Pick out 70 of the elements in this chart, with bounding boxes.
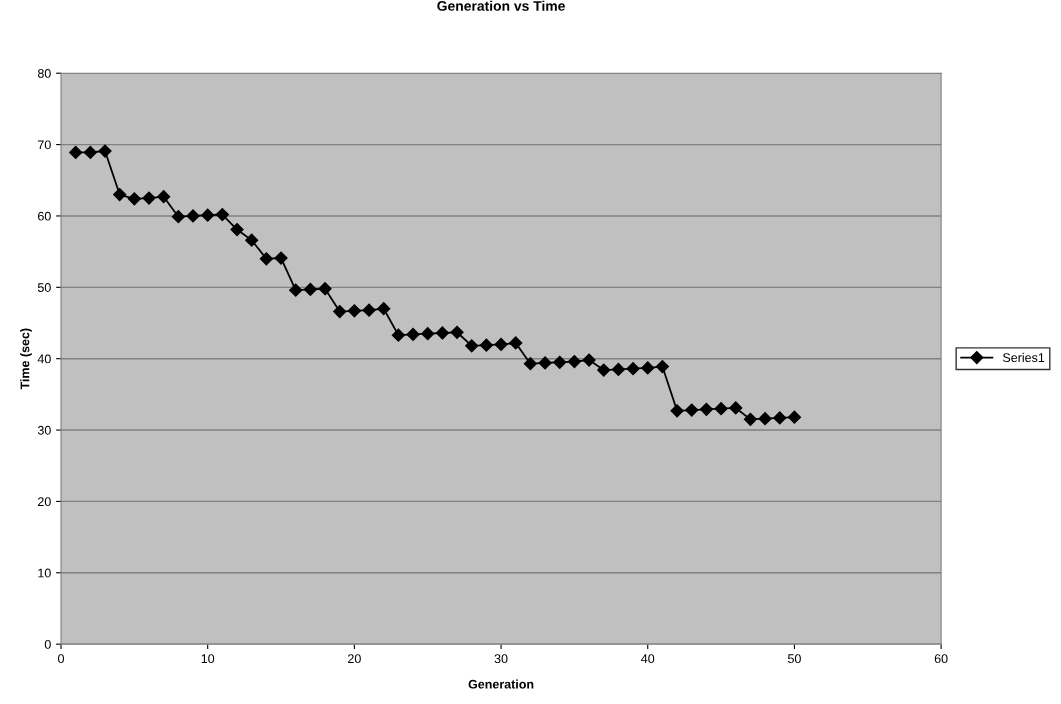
point [611, 362, 625, 376]
x-tick-label: 40 [641, 654, 655, 664]
point [714, 402, 728, 416]
point [98, 144, 112, 158]
y-tick-label: 0 [44, 639, 51, 649]
point [142, 191, 156, 205]
point [230, 222, 244, 237]
point [567, 354, 581, 369]
point [699, 402, 714, 416]
y-tick-label: 60 [38, 211, 51, 221]
point [171, 210, 185, 224]
point [377, 302, 391, 316]
point [406, 327, 420, 342]
point [450, 325, 464, 339]
point [479, 338, 493, 352]
point [743, 412, 758, 426]
point [113, 187, 127, 202]
y-tick-label: 50 [37, 283, 51, 292]
point [670, 404, 684, 418]
point [186, 209, 200, 223]
chart-title: Generation vs Time [437, 0, 565, 11]
point [274, 251, 288, 265]
point [83, 145, 97, 160]
point [318, 282, 332, 296]
point [465, 339, 479, 353]
point [641, 361, 655, 375]
legend-label: Series1 [1002, 352, 1045, 363]
y-tick-label: 10 [38, 568, 51, 578]
x-tick-label: 10 [201, 654, 215, 664]
point [523, 357, 537, 371]
point [215, 207, 229, 222]
point [787, 410, 802, 424]
point [773, 411, 787, 425]
point [655, 359, 669, 374]
point [685, 403, 699, 417]
point [597, 363, 611, 377]
y-tick-label: 70 [38, 140, 51, 150]
y-axis-title: Time (sec) [20, 328, 32, 390]
x-tick-label: 50 [787, 654, 801, 664]
point [582, 353, 596, 367]
y-tick-label: 20 [38, 497, 51, 507]
point [538, 356, 552, 370]
point [69, 145, 83, 160]
x-tick-label: 0 [58, 654, 64, 664]
point [494, 337, 508, 352]
point [509, 336, 523, 350]
x-tick-label: 20 [348, 654, 361, 664]
point [553, 355, 567, 369]
point [289, 283, 303, 297]
point [435, 326, 449, 340]
point [729, 401, 743, 415]
point [391, 328, 405, 342]
x-tick-label: 60 [934, 654, 948, 664]
point [758, 412, 772, 426]
point [347, 304, 361, 318]
y-tick-label: 30 [37, 425, 51, 435]
x-axis-title: Generation [468, 679, 534, 689]
point [245, 233, 259, 247]
point [201, 208, 215, 222]
x-tick-label: 30 [494, 654, 508, 664]
point [362, 303, 376, 317]
point [259, 252, 273, 266]
point [303, 282, 317, 297]
point [421, 327, 435, 341]
point [157, 190, 171, 204]
point [626, 362, 640, 376]
y-tick-label: 80 [37, 69, 51, 78]
y-tick-label: 40 [37, 354, 51, 364]
point [127, 192, 141, 206]
point [333, 304, 347, 319]
